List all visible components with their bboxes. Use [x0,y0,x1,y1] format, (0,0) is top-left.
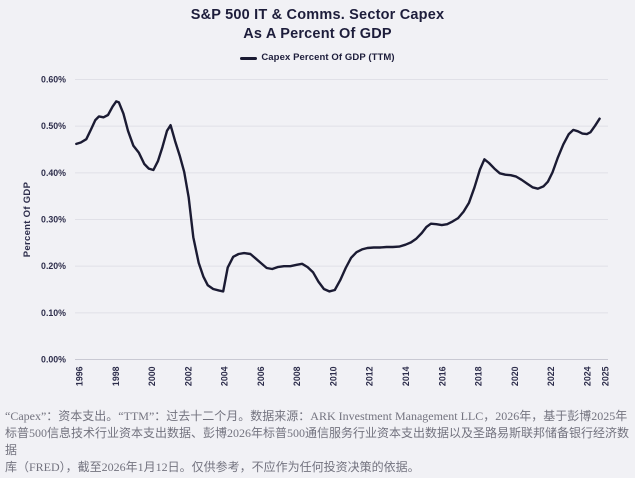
footnote: “Capex”：资本支出。“TTM”：过去十二个月。数据来源：ARK Inves… [0,408,635,476]
y-tick-label: 0.10% [41,308,66,318]
y-tick-label: 0.20% [41,261,66,271]
y-tick-label: 0.30% [41,215,66,225]
x-tick-label: 2020 [510,366,520,386]
x-tick-label: 2022 [546,366,556,386]
x-tick-label: 1998 [111,366,121,386]
footnote-line: “Capex”：资本支出。“TTM”：过去十二个月。数据来源：ARK Inves… [5,409,628,423]
x-tick-label: 2016 [437,366,447,386]
y-axis-title: Percent Of GDP [22,181,33,257]
x-tick-label: 2018 [474,366,484,386]
y-tick-label: 0.00% [41,355,66,365]
x-tick-label: 2008 [292,366,302,386]
footnote-line: 库（FRED），截至2026年1月12日。仅供参考，不应作为任何投资决策的依据。 [5,460,420,474]
chart-legend: Capex Percent Of GDP (TTM) [0,52,635,64]
x-tick-label: 2012 [365,366,375,386]
capex-percent-of-gdp-line-chart: 0.00% 0.10% 0.20% 0.30% 0.40% 0.50% 0.60% Perce… [22,75,611,387]
x-tick-label: 2000 [147,366,157,386]
capex-series-line [75,100,601,293]
y-tick-label: 0.40% [41,168,66,178]
chart-title: S&P 500 IT & Comms. Sector Capex As A Pe… [0,0,635,44]
x-tick-label: 2002 [183,366,193,386]
legend-label: Capex Percent Of GDP (TTM) [261,52,395,63]
x-tick-label: 2010 [328,366,338,386]
y-tick-label: 0.60% [41,75,66,85]
legend-line-swatch [240,56,258,60]
x-tick-label: 2024 [582,366,592,386]
x-tick-label: 1996 [75,366,85,386]
footnote-line: 标普500信息技术行业资本支出数据、彭博2026年标普500通信服务行业资本支出… [5,426,630,457]
x-tick-label: 2025 [601,366,611,386]
x-tick-label: 2004 [220,366,230,386]
y-tick-label: 0.50% [41,121,66,131]
chart-title-line2: As A Percent Of GDP [243,26,392,42]
x-tick-label: 2006 [256,366,266,386]
chart-title-line1: S&P 500 IT & Comms. Sector Capex [190,7,445,23]
x-tick-label: 2014 [401,366,411,386]
